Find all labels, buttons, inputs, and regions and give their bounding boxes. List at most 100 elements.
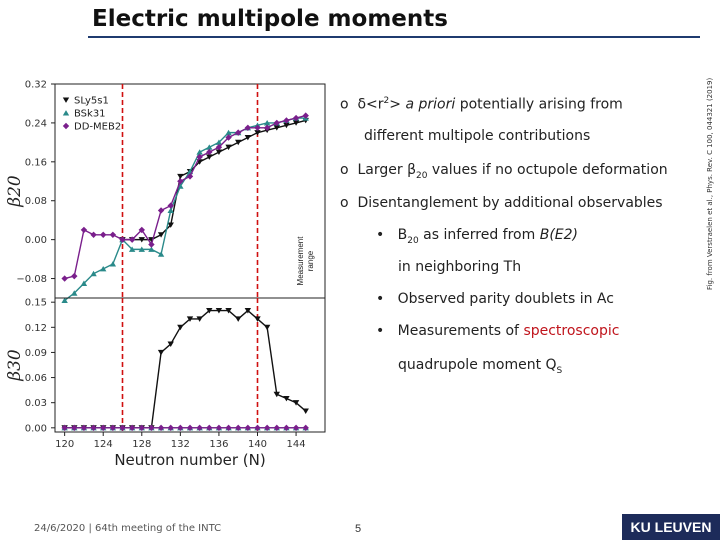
data-point-sly5s1 (273, 125, 280, 131)
data-point-sly5s1 (177, 324, 184, 331)
data-point-dd-meb2 (138, 424, 145, 432)
data-point-dd-meb2 (148, 424, 155, 432)
x-tick-label: 120 (55, 439, 74, 450)
data-point-dd-meb2 (71, 272, 78, 280)
data-point-dd-meb2 (254, 424, 261, 432)
data-point-sly5s1 (157, 232, 165, 238)
data-point-sly5s1 (302, 408, 309, 414)
data-point-bsk31 (90, 270, 97, 277)
data-point-dd-meb2 (177, 424, 184, 432)
data-point-bsk31 (206, 144, 213, 150)
y-tick-label: −0.08 (16, 274, 47, 285)
slide-title: Electric multipole moments (92, 6, 448, 32)
data-point-bsk31 (196, 149, 203, 155)
data-point-sly5s1 (283, 395, 290, 402)
data-point-dd-meb2 (196, 153, 203, 161)
page-number: 5 (355, 523, 362, 535)
data-point-sly5s1 (167, 341, 174, 347)
data-point-sly5s1 (196, 316, 203, 322)
data-point-sly5s1 (273, 391, 280, 398)
data-point-sly5s1 (292, 400, 300, 406)
data-point-dd-meb2 (177, 178, 184, 185)
data-point-dd-meb2 (292, 114, 300, 122)
title-underline (88, 36, 700, 38)
data-point-sly5s1 (225, 308, 232, 314)
data-point-bsk31 (263, 120, 271, 126)
x-tick-label: 136 (209, 439, 228, 450)
y-tick-label: 0.09 (25, 348, 47, 359)
data-point-dd-meb2 (235, 424, 242, 432)
data-point-bsk31 (157, 251, 165, 257)
footer-text: 24/6/2020 | 64th meeting of the INTC (34, 523, 222, 534)
data-point-dd-meb2 (186, 173, 194, 180)
data-point-sly5s1 (206, 308, 213, 314)
data-point-sly5s1 (138, 237, 145, 243)
data-point-dd-meb2 (138, 226, 145, 234)
data-point-sly5s1 (167, 222, 174, 228)
series-line-dd-meb2 (64, 114, 306, 280)
data-point-dd-meb2 (119, 236, 126, 243)
data-point-bsk31 (61, 297, 68, 303)
bullet-2: o Larger β20 values if no octupole defor… (340, 162, 668, 181)
sub-bullet-1: • B20 as inferred from B(E2) (376, 227, 578, 246)
legend-label-bsk31: BSk31 (74, 109, 106, 120)
data-point-sly5s1 (283, 122, 290, 129)
data-point-dd-meb2 (148, 241, 155, 248)
sub-bullet-1-continuation: in neighboring Th (398, 259, 522, 275)
measurement-range-label: Measurement range (296, 236, 315, 286)
legend-marker-bsk31 (62, 110, 70, 116)
legend-marker-sly5s1 (62, 97, 70, 103)
data-point-bsk31 (100, 265, 107, 272)
y-tick-label: 0.03 (25, 398, 47, 409)
data-point-sly5s1 (263, 324, 271, 331)
data-point-bsk31 (177, 183, 184, 189)
legend-label-sly5s1: SLy5s1 (74, 96, 109, 107)
data-point-dd-meb2 (100, 424, 107, 432)
legend-marker-dd-meb2 (62, 122, 70, 130)
y-tick-label: 0.15 (25, 298, 47, 309)
data-point-dd-meb2 (157, 424, 165, 432)
data-point-dd-meb2 (90, 424, 97, 432)
y-tick-label: 0.00 (25, 235, 47, 246)
data-point-dd-meb2 (128, 236, 136, 243)
data-point-bsk31 (215, 139, 223, 145)
data-point-dd-meb2 (100, 231, 107, 238)
data-point-dd-meb2 (157, 207, 165, 214)
y-tick-label: 0.06 (25, 373, 47, 384)
data-point-dd-meb2 (215, 144, 223, 151)
data-point-dd-meb2 (283, 117, 290, 124)
sub-bullet-2: • Observed parity doublets in Ac (376, 291, 614, 307)
data-point-dd-meb2 (80, 424, 88, 432)
data-point-dd-meb2 (292, 424, 300, 432)
x-tick-label: 128 (132, 439, 151, 450)
data-point-bsk31 (80, 280, 88, 286)
data-point-sly5s1 (206, 154, 213, 160)
data-point-bsk31 (148, 246, 155, 252)
data-point-dd-meb2 (196, 424, 203, 432)
data-point-bsk31 (109, 261, 117, 267)
bullet-1-continuation: different multipole contributions (364, 128, 591, 144)
series-line-sly5s1 (64, 309, 307, 429)
sub-bullet-3: • Measurements of spectroscopic (376, 323, 620, 339)
data-point-dd-meb2 (302, 112, 309, 119)
data-point-bsk31 (167, 207, 174, 214)
x-tick-label: 124 (94, 439, 113, 450)
y-axis-label: β20 (5, 175, 25, 208)
data-point-bsk31 (225, 129, 232, 136)
data-point-sly5s1 (244, 134, 252, 141)
data-point-bsk31 (128, 246, 136, 252)
bullet-3: o Disentanglement by additional observab… (340, 195, 663, 211)
data-point-dd-meb2 (71, 424, 78, 432)
data-point-dd-meb2 (109, 231, 117, 238)
data-point-dd-meb2 (80, 226, 88, 234)
bullet-1: o δ<r2> a priori potentially arising fro… (340, 96, 623, 113)
data-point-bsk31 (71, 290, 78, 296)
data-point-dd-meb2 (167, 202, 174, 209)
data-point-dd-meb2 (225, 134, 232, 141)
sub-bullet-3-continuation: quadrupole moment QS (398, 357, 563, 376)
data-point-sly5s1 (254, 130, 261, 136)
data-point-sly5s1 (177, 173, 184, 180)
data-point-sly5s1 (244, 308, 252, 314)
x-tick-label: 132 (171, 439, 190, 450)
series-line-bsk31 (64, 117, 306, 301)
